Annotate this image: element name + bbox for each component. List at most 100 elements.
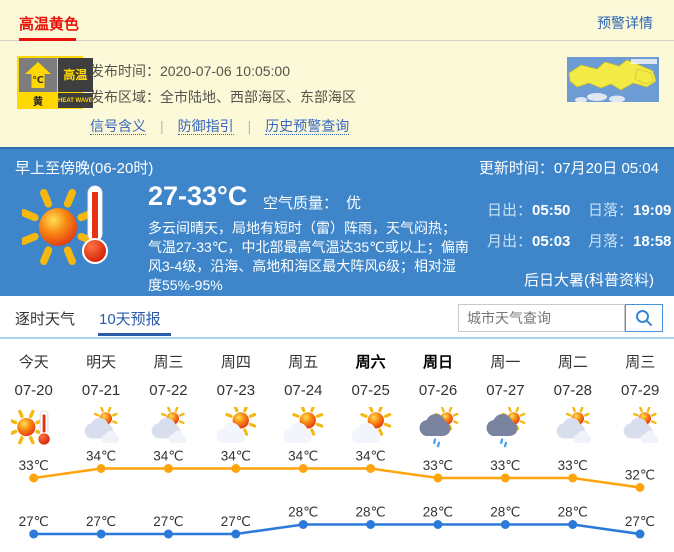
- svg-text:33℃: 33℃: [490, 458, 520, 473]
- sun-thermometer-icon: [20, 183, 122, 271]
- search-icon: [636, 310, 652, 326]
- air-quality: 空气质量： 优: [263, 192, 361, 213]
- solar-term-link[interactable]: 后日大暑(科普资料): [524, 272, 654, 289]
- yellow-level-label: 黄: [19, 93, 57, 108]
- sun-moon-times: 日出：05:50 日落：19:09 月出：05:03 月落：18:58: [487, 199, 671, 251]
- cloudy-icon: [67, 407, 134, 449]
- forecast-day-column[interactable]: 周日 07-26: [404, 339, 471, 449]
- svg-text:27℃: 27℃: [625, 514, 655, 529]
- history-alert-query-link[interactable]: 历史预警查询: [265, 118, 350, 135]
- cloudy-icon: [539, 407, 606, 449]
- svg-text:28℃: 28℃: [558, 505, 588, 520]
- forecast-day-column[interactable]: 周五 07-24: [270, 339, 337, 449]
- sun-thermometer-icon: [0, 407, 67, 449]
- cloudy-icon: [135, 407, 202, 449]
- day-date: 07-28: [553, 382, 592, 399]
- day-date: 07-21: [81, 382, 121, 399]
- celsius-glyph: ℃: [32, 75, 44, 86]
- svg-text:28℃: 28℃: [288, 505, 318, 520]
- forecast-day-columns: 今天 07-20 明天 07-21 周三 07-22: [0, 339, 674, 449]
- moonrise: 月出：05:03: [487, 230, 588, 251]
- temperature-range: 27-33°C: [148, 181, 248, 211]
- active-tab-underline: [98, 333, 171, 336]
- svg-text:34℃: 34℃: [153, 450, 183, 464]
- forecast-day-column[interactable]: 今天 07-20: [0, 339, 67, 449]
- ten-day-forecast-section: 今天 07-20 明天 07-21 周三 07-22: [0, 339, 674, 552]
- air-quality-label: 空气质量：: [263, 195, 339, 212]
- heat-wave-warning-icon: ℃ 高温 黄 HEAT WAVE: [17, 56, 93, 109]
- rain-sun-icon: [472, 407, 539, 449]
- publish-time-label: 发布时间：: [90, 63, 160, 79]
- separator: |: [247, 118, 252, 134]
- day-date: 07-25: [351, 382, 390, 399]
- update-time-value: 07月20日 05:04: [553, 160, 659, 177]
- day-name: 明天: [86, 354, 117, 371]
- weather-description: 多云间晴天，局地有短时（雷）阵雨，天气闷热；气温27-33℃，中北部最高气温达3…: [148, 220, 469, 293]
- update-time-label: 更新时间：: [478, 160, 554, 177]
- alert-links: 信号含义 | 防御指引 | 历史预警查询: [90, 116, 350, 136]
- svg-text:28℃: 28℃: [490, 505, 520, 520]
- svg-text:33℃: 33℃: [423, 458, 453, 473]
- city-weather-search-input[interactable]: [458, 304, 625, 332]
- separator: |: [160, 118, 164, 134]
- svg-text:34℃: 34℃: [356, 450, 386, 464]
- day-name: 周一: [490, 354, 521, 371]
- forecast-day-column[interactable]: 周二 07-28: [539, 339, 606, 449]
- moonrise-label: 月出：: [487, 233, 533, 250]
- forecast-day-column[interactable]: 周三 07-29: [607, 339, 674, 449]
- temperature-trend-chart: 33℃ 34℃ 34℃ 34℃ 34℃ 34℃ 33℃ 33℃ 33℃ 32℃ 27℃ 27℃ 27℃ 2…: [19, 450, 655, 539]
- svg-text:34℃: 34℃: [288, 450, 318, 464]
- svg-text:27℃: 27℃: [221, 514, 251, 529]
- svg-text:34℃: 34℃: [221, 450, 251, 464]
- tab-hourly-weather[interactable]: 逐时天气: [15, 311, 76, 328]
- rain-sun-icon: [404, 407, 471, 449]
- alert-area-map[interactable]: [567, 57, 659, 102]
- sun-cloud-icon: [270, 407, 337, 449]
- day-name: 周五: [288, 354, 319, 371]
- tab-bar: 逐时天气 10天预报: [0, 296, 674, 339]
- search-button[interactable]: [625, 304, 663, 332]
- day-date: 07-27: [486, 382, 525, 399]
- sun-cloud-icon: [202, 407, 269, 449]
- publish-area-value: 全市陆地、西部海区、东部海区: [160, 89, 356, 105]
- forecast-day-column[interactable]: 周三 07-22: [135, 339, 202, 449]
- forecast-day-column[interactable]: 明天 07-21: [67, 339, 134, 449]
- divider: [0, 40, 674, 41]
- sunset: 日落：19:09: [588, 199, 671, 220]
- forecast-period: 早上至傍晚(06-20时): [15, 160, 154, 177]
- svg-text:32℃: 32℃: [625, 468, 655, 483]
- sunset-label: 日落：: [588, 202, 634, 219]
- sunrise-label: 日出：: [487, 202, 533, 219]
- publish-area: 发布区域：全市陆地、西部海区、东部海区: [90, 87, 356, 107]
- alert-title-underline: [19, 38, 76, 41]
- svg-text:33℃: 33℃: [558, 458, 588, 473]
- alert-section: 高温黄色 预警详情 ℃ 高温 黄 HEAT WAVE 发布时间：2020-07-…: [0, 0, 674, 147]
- svg-text:34℃: 34℃: [86, 450, 116, 464]
- svg-text:28℃: 28℃: [356, 505, 386, 520]
- moonrise-value: 05:03: [532, 233, 571, 250]
- signal-meaning-link[interactable]: 信号含义: [90, 118, 146, 135]
- svg-text:27℃: 27℃: [153, 514, 183, 529]
- alert-title: 高温黄色: [19, 16, 80, 33]
- svg-text:33℃: 33℃: [19, 458, 49, 473]
- publish-time-value: 2020-07-06 10:05:00: [160, 63, 290, 79]
- tab-ten-day-forecast[interactable]: 10天预报: [99, 311, 161, 328]
- forecast-day-column[interactable]: 周四 07-23: [202, 339, 269, 449]
- forecast-day-column[interactable]: 周六 07-25: [337, 339, 404, 449]
- alert-details-link[interactable]: 预警详情: [597, 15, 653, 31]
- cloudy-icon: [607, 407, 674, 449]
- publish-time: 发布时间：2020-07-06 10:05:00: [90, 61, 290, 81]
- heat-wave-label-en: HEAT WAVE: [58, 93, 93, 108]
- defense-guide-link[interactable]: 防御指引: [177, 118, 234, 135]
- publish-area-label: 发布区域：: [90, 89, 160, 105]
- moonset: 月落：18:58: [588, 230, 671, 251]
- day-name: 周六: [355, 354, 386, 371]
- day-name: 周三: [625, 354, 656, 371]
- day-date: 07-29: [621, 382, 660, 399]
- heat-wave-label-cn: 高温: [58, 58, 93, 92]
- day-date: 07-26: [418, 382, 458, 399]
- forecast-day-column[interactable]: 周一 07-27: [472, 339, 539, 449]
- day-name: 周日: [423, 354, 454, 371]
- day-name: 周三: [153, 354, 184, 371]
